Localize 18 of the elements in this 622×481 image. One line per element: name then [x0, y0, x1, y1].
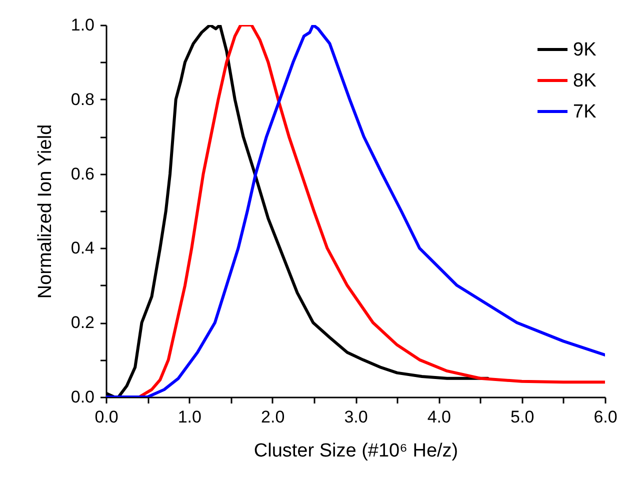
x-tick-label: 0.0 [94, 408, 118, 426]
x-tick-label: 1.0 [178, 408, 202, 426]
y-tick-label: 0.8 [70, 90, 94, 109]
legend-label: 8K [573, 70, 597, 92]
x-tick-label: 2.0 [261, 408, 285, 426]
x-tick-label: 3.0 [344, 408, 368, 426]
x-axis-title: Cluster Size (#10⁶ He/z) [254, 440, 458, 462]
y-tick-label: 0.6 [70, 164, 94, 184]
y-axis-title: Normalized Ion Yield [34, 124, 56, 299]
legend-label: 7K [573, 102, 597, 122]
x-tick-label: 6.0 [594, 408, 618, 426]
y-tick-label: 0.2 [70, 313, 94, 332]
y-tick-label: 1.0 [70, 16, 94, 34]
x-tick-label: 5.0 [510, 408, 534, 426]
y-tick-label: 0.0 [70, 388, 94, 406]
x-tick-label: 4.0 [427, 408, 451, 426]
y-tick-label: 0.4 [70, 238, 94, 258]
legend-label: 9K [573, 40, 597, 60]
